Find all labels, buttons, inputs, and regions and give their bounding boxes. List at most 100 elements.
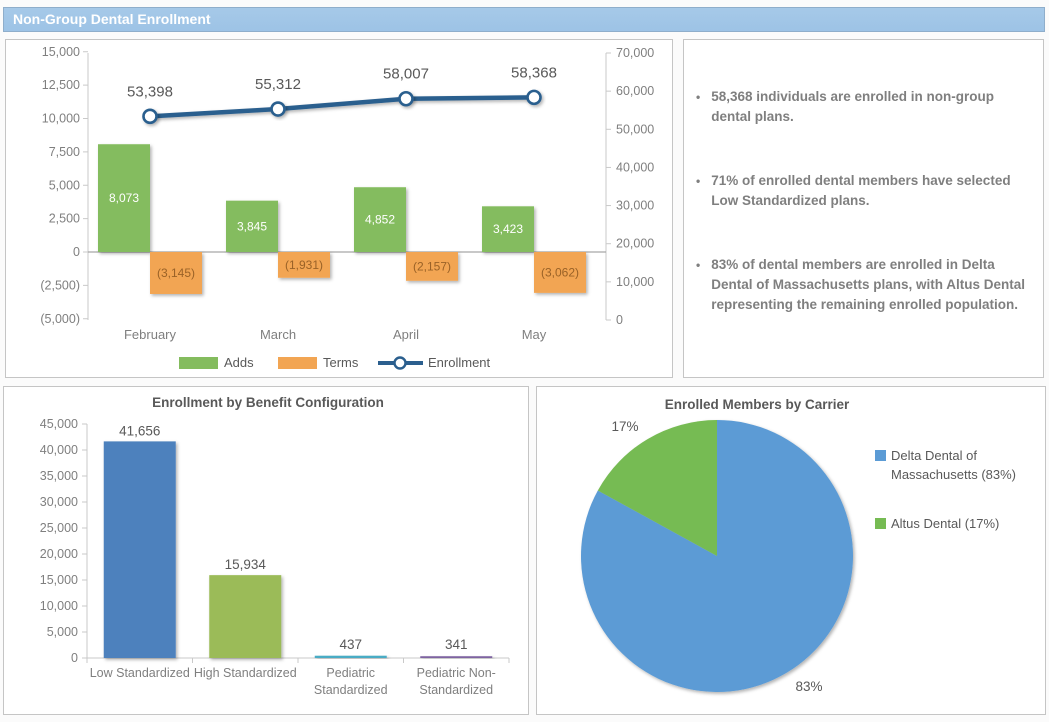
pie-legend-label: Altus Dental (17%) bbox=[891, 516, 999, 531]
right-axis-tick-label: 30,000 bbox=[616, 199, 654, 213]
legend-terms-swatch bbox=[278, 357, 317, 369]
insight-bullet: • 71% of enrolled dental members have sel… bbox=[696, 171, 1027, 211]
terms-bar bbox=[278, 252, 330, 278]
benefit-bar bbox=[209, 575, 282, 658]
y-axis-tick-label: 10,000 bbox=[40, 599, 78, 613]
legend-enrollment-marker bbox=[393, 356, 407, 370]
insight-bullet: • 83% of dental members are enrolled in D… bbox=[696, 255, 1027, 315]
right-axis-tick-label: 40,000 bbox=[616, 160, 654, 174]
insight-bullet: • 58,368 individuals are enrolled in non-… bbox=[696, 87, 1027, 127]
benefit-bar bbox=[314, 655, 387, 658]
pie-callout-83: 83% bbox=[795, 679, 822, 694]
benefit-bar-label: 15,934 bbox=[225, 557, 267, 572]
right-axis-tick-label: 0 bbox=[616, 313, 623, 327]
legend-terms-label: Terms bbox=[323, 355, 359, 370]
left-axis-tick-label: (5,000) bbox=[40, 312, 80, 326]
left-axis-tick-label: 10,000 bbox=[42, 112, 80, 126]
left-axis-tick-label: 15,000 bbox=[42, 45, 80, 59]
category-label: Pediatric Non- bbox=[417, 666, 496, 680]
adds-bar bbox=[354, 187, 406, 252]
y-axis-tick-label: 25,000 bbox=[40, 521, 78, 535]
category-label: May bbox=[522, 327, 547, 342]
legend-adds-label: Adds bbox=[224, 355, 254, 370]
bullet-icon: • bbox=[696, 90, 701, 104]
legend-enrollment-label: Enrollment bbox=[428, 355, 491, 370]
category-label: Pediatric bbox=[326, 666, 375, 680]
terms-bar bbox=[150, 252, 202, 294]
category-label: Standardized bbox=[314, 683, 388, 697]
enrollment-combo-chart-panel: 15,000 12,500 10,000 7,500 5,000 2,500 0 (2,500… bbox=[5, 39, 673, 378]
y-axis-tick-label: 35,000 bbox=[40, 469, 78, 483]
terms-bar bbox=[534, 252, 586, 293]
enrollment-point-label: 58,007 bbox=[383, 66, 429, 83]
left-axis-tick-label: 2,500 bbox=[49, 212, 80, 226]
terms-bar bbox=[406, 252, 458, 281]
y-axis-tick-label: 45,000 bbox=[40, 417, 78, 431]
category-label: Standardized bbox=[419, 683, 493, 697]
bullet-icon: • bbox=[696, 174, 701, 188]
pie-legend-label: Massachusetts (83%) bbox=[891, 467, 1016, 482]
benefit-configuration-chart: Enrollment by Benefit Configuration 45,00… bbox=[40, 395, 510, 697]
category-label: April bbox=[393, 327, 419, 342]
category-label: Low Standardized bbox=[90, 666, 190, 680]
chart-title: Enrolled Members by Carrier bbox=[665, 397, 850, 412]
adds-bar-label: 8,073 bbox=[109, 191, 139, 205]
enrollment-line bbox=[147, 95, 537, 119]
enrollment-point-label: 58,368 bbox=[511, 64, 557, 81]
insight-text: 58,368 individuals are enrolled in non-g… bbox=[711, 89, 995, 124]
benefit-bar-label: 41,656 bbox=[119, 423, 160, 438]
enrollment-marker bbox=[270, 101, 286, 117]
benefit-bar-label: 437 bbox=[339, 637, 362, 652]
benefit-bar bbox=[103, 441, 176, 658]
y-axis-tick-label: 20,000 bbox=[40, 547, 78, 561]
pie-slice bbox=[597, 420, 717, 556]
adds-bar bbox=[482, 206, 534, 252]
insights-panel: • 58,368 individuals are enrolled in non-… bbox=[683, 39, 1044, 378]
benefit-bar-label: 341 bbox=[445, 637, 468, 652]
pie-callout-17: 17% bbox=[611, 419, 638, 434]
left-axis-tick-label: 0 bbox=[73, 245, 80, 259]
adds-bar bbox=[226, 200, 278, 252]
category-label: February bbox=[124, 327, 177, 342]
right-axis-tick-label: 20,000 bbox=[616, 237, 654, 251]
page-title: Non-Group Dental Enrollment bbox=[3, 7, 1045, 32]
enrollment-marker bbox=[142, 108, 158, 125]
terms-bar-label: (3,062) bbox=[541, 265, 579, 279]
category-label: High Standardized bbox=[194, 666, 297, 680]
benefit-configuration-chart-panel: Enrollment by Benefit Configuration 45,00… bbox=[3, 386, 529, 715]
y-axis-tick-label: 40,000 bbox=[40, 443, 78, 457]
y-axis-tick-label: 30,000 bbox=[40, 495, 78, 509]
terms-bar-label: (3,145) bbox=[157, 266, 195, 280]
enrollment-marker bbox=[398, 90, 414, 107]
y-axis-tick-label: 15,000 bbox=[40, 573, 78, 587]
left-axis-tick-label: 12,500 bbox=[42, 78, 80, 92]
benefit-bar bbox=[420, 656, 493, 658]
pie bbox=[581, 420, 853, 692]
category-label: March bbox=[260, 327, 296, 342]
y-axis-tick-label: 0 bbox=[71, 651, 78, 665]
pie-legend-swatch bbox=[875, 518, 886, 529]
adds-bar-label: 4,852 bbox=[365, 213, 395, 227]
right-axis-tick-label: 50,000 bbox=[616, 122, 654, 136]
terms-bar-label: (1,931) bbox=[285, 258, 323, 272]
enrollment-point-label: 55,312 bbox=[255, 76, 301, 93]
insight-text: 83% of dental members are enrolled in De… bbox=[711, 257, 1026, 312]
enrollment-marker bbox=[526, 89, 542, 106]
adds-bar-label: 3,423 bbox=[493, 222, 523, 236]
legend-adds-swatch bbox=[179, 357, 218, 369]
adds-bar bbox=[98, 144, 150, 252]
insights-list: • 58,368 individuals are enrolled in non-… bbox=[684, 40, 1043, 315]
left-axis-tick-label: (2,500) bbox=[40, 278, 80, 292]
pie-legend-swatch bbox=[875, 450, 886, 461]
left-axis-tick-label: 7,500 bbox=[49, 145, 80, 159]
carrier-pie-chart: Enrolled Members by Carrier 83% 17% Delta D… bbox=[581, 397, 1016, 694]
bullet-icon: • bbox=[696, 258, 701, 272]
insight-text: 71% of enrolled dental members have sele… bbox=[711, 173, 1011, 208]
pie-legend-label: Delta Dental of bbox=[891, 448, 977, 463]
y-axis-tick-label: 5,000 bbox=[47, 625, 78, 639]
carrier-pie-chart-panel: Enrolled Members by Carrier 83% 17% Delta D… bbox=[536, 386, 1046, 715]
adds-bar-label: 3,845 bbox=[237, 219, 267, 233]
right-axis-tick-label: 70,000 bbox=[616, 46, 654, 60]
right-axis-tick-label: 60,000 bbox=[616, 84, 654, 98]
